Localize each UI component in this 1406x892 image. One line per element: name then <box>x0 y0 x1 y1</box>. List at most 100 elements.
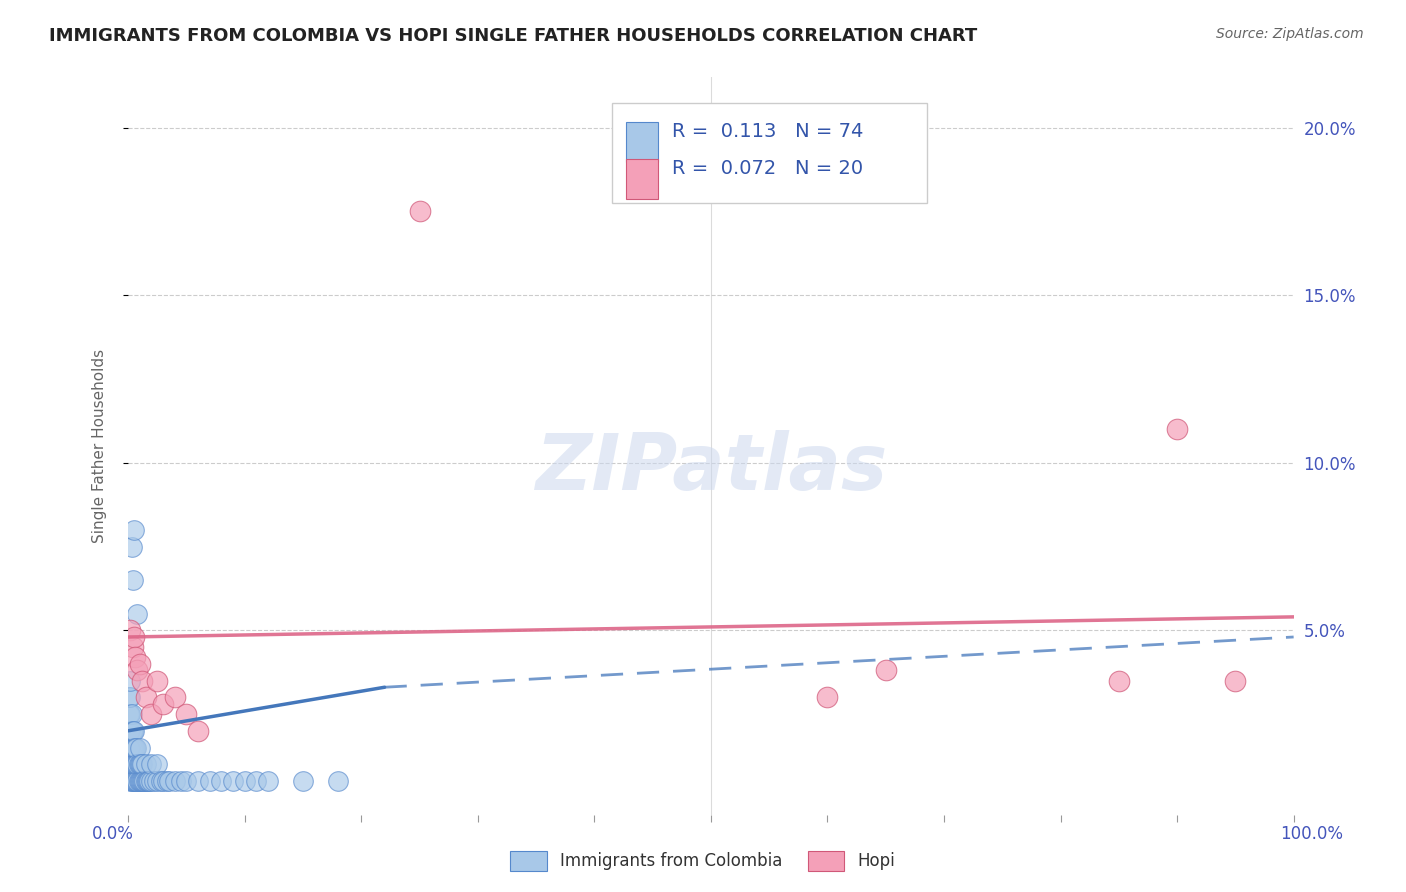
Point <box>135 774 157 789</box>
Point <box>146 673 169 688</box>
Point <box>121 757 143 772</box>
Point <box>141 774 163 789</box>
Legend: Immigrants from Colombia, Hopi: Immigrants from Colombia, Hopi <box>502 842 904 880</box>
Point <box>132 774 155 789</box>
Point <box>122 740 145 755</box>
Point <box>127 607 149 621</box>
Point <box>146 757 169 772</box>
Point <box>291 774 314 789</box>
Point <box>187 723 209 738</box>
Text: ZIPatlas: ZIPatlas <box>534 430 887 506</box>
Point <box>135 690 157 705</box>
Point <box>187 774 209 789</box>
Point <box>121 740 143 755</box>
Point <box>120 757 142 772</box>
Point <box>146 774 169 789</box>
Point <box>875 664 897 678</box>
Point <box>122 774 145 789</box>
Point <box>131 673 153 688</box>
FancyBboxPatch shape <box>612 103 927 202</box>
Point <box>124 650 146 665</box>
Point <box>120 706 142 721</box>
Point <box>326 774 349 789</box>
Point <box>124 774 146 789</box>
Point <box>245 774 267 789</box>
Point <box>135 774 157 789</box>
Point <box>156 774 179 789</box>
Point <box>127 774 149 789</box>
Point <box>209 774 232 789</box>
Point <box>125 774 148 789</box>
Point <box>120 723 142 738</box>
Point <box>134 774 156 789</box>
Point <box>122 757 145 772</box>
Point <box>127 757 149 772</box>
Point <box>118 706 141 721</box>
Point <box>128 740 150 755</box>
Y-axis label: Single Father Households: Single Father Households <box>93 349 107 543</box>
Point <box>128 774 150 789</box>
Text: IMMIGRANTS FROM COLOMBIA VS HOPI SINGLE FATHER HOUSEHOLDS CORRELATION CHART: IMMIGRANTS FROM COLOMBIA VS HOPI SINGLE … <box>49 27 977 45</box>
Point <box>121 774 143 789</box>
Point <box>120 624 142 638</box>
Point <box>121 640 143 654</box>
Point <box>131 774 153 789</box>
Point <box>142 774 165 789</box>
Point <box>128 757 150 772</box>
Point <box>1108 673 1130 688</box>
Bar <box>626 159 658 199</box>
Point <box>120 690 142 705</box>
Point <box>124 757 146 772</box>
Point <box>257 774 280 789</box>
Point <box>198 774 221 789</box>
Point <box>408 204 430 219</box>
Point <box>121 706 143 721</box>
Point <box>141 757 163 772</box>
Point <box>121 723 143 738</box>
Point <box>129 757 152 772</box>
Point <box>131 757 153 772</box>
Point <box>125 757 148 772</box>
Point <box>118 690 141 705</box>
Point <box>141 706 163 721</box>
Point <box>128 657 150 671</box>
Point <box>169 774 191 789</box>
Text: R =  0.113   N = 74: R = 0.113 N = 74 <box>672 121 863 141</box>
Point <box>121 774 143 789</box>
Point <box>121 723 143 738</box>
Text: Source: ZipAtlas.com: Source: ZipAtlas.com <box>1216 27 1364 41</box>
Point <box>152 697 174 711</box>
Point <box>817 690 839 705</box>
Point <box>1225 673 1247 688</box>
Point <box>1166 422 1188 436</box>
Point <box>138 774 160 789</box>
Point <box>136 774 159 789</box>
Point <box>125 740 148 755</box>
Text: 0.0%: 0.0% <box>91 825 134 843</box>
Point <box>118 740 141 755</box>
Point <box>233 774 256 789</box>
Text: R =  0.072   N = 20: R = 0.072 N = 20 <box>672 159 863 178</box>
Point <box>120 673 142 688</box>
Point <box>222 774 245 789</box>
Point <box>163 774 186 789</box>
Point <box>122 723 145 738</box>
Point <box>157 774 180 789</box>
Point <box>149 774 172 789</box>
Point <box>152 774 174 789</box>
Point <box>129 774 152 789</box>
Point <box>122 523 145 537</box>
Point <box>128 774 150 789</box>
Point <box>135 757 157 772</box>
Point <box>121 573 143 587</box>
Point <box>127 664 149 678</box>
Text: 100.0%: 100.0% <box>1279 825 1343 843</box>
Point <box>121 740 143 755</box>
Bar <box>626 121 658 162</box>
Point <box>121 540 143 554</box>
Point <box>176 706 198 721</box>
Point <box>120 774 142 789</box>
Point <box>128 757 150 772</box>
Point <box>118 757 141 772</box>
Point <box>118 723 141 738</box>
